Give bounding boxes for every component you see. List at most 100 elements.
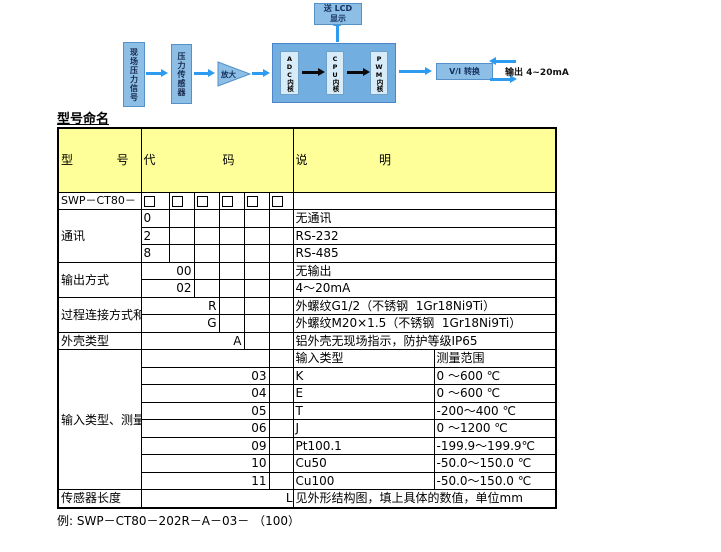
amplifier-label: 放大: [221, 70, 236, 79]
internal-arrow-icon: [347, 68, 370, 76]
empty-cell: [168, 209, 195, 228]
input-code: 05: [140, 401, 270, 421]
empty-cell: [193, 279, 220, 298]
empty-cell: [268, 244, 294, 263]
comm-code: 0: [140, 209, 170, 228]
process-conn-code: R: [140, 296, 220, 316]
flow-arrow-icon: [252, 69, 270, 77]
empty-cell: [218, 296, 245, 316]
process-conn-code: G: [140, 314, 220, 333]
table-row: 过程连接方式和材料 R 外螺纹G1/2（不锈钢 1Gr18Ni9Ti）: [57, 296, 557, 333]
code-slot: [140, 191, 170, 211]
table-row: 输出方式 00 无输出: [57, 261, 557, 298]
empty-cell: [243, 279, 270, 298]
header-model: 型 号: [57, 127, 142, 193]
empty-cell: [140, 349, 270, 368]
input-range-label: 输入类型、测量范围: [57, 349, 142, 491]
vi-converter-box: V/I 转换: [436, 63, 493, 80]
empty-cell: [218, 279, 245, 298]
empty-cell: [268, 401, 294, 421]
internal-arrow-icon: [302, 68, 325, 76]
table-row: 02 4～20mA: [58, 279, 557, 298]
output-mode-code: 02: [140, 279, 195, 298]
table-row: 8 RS-485: [58, 244, 557, 263]
output-arrow-icon: [490, 75, 517, 83]
example-line: 例: SWP－CT80－202R－A－03－ （100）: [57, 514, 300, 528]
checkbox-icon: [221, 195, 233, 207]
code-slot: [168, 191, 195, 211]
table-row: 05 T -200～400 ℃: [58, 401, 557, 421]
checkbox-icon: [143, 195, 155, 207]
lcd-line2: 显示: [330, 14, 346, 23]
flow-arrow-icon: [399, 67, 432, 75]
header-desc-char: 说: [295, 153, 308, 168]
notes-block: 例: SWP－CT80－202R－A－03－ （100） 现场温度显示控制表，带…: [57, 480, 671, 552]
input-range: 0 ～1200 ℃: [433, 419, 557, 438]
output-mode-code: 00: [140, 261, 195, 281]
comm-desc: RS-485: [292, 244, 557, 263]
empty-cell: [268, 226, 294, 246]
table-row: 输入类型、测量范围 输入类型 测量范围: [57, 349, 557, 491]
empty-cell: [193, 209, 220, 228]
empty-cell: [268, 331, 294, 351]
input-type: J: [292, 419, 435, 438]
input-range: -50.0～150.0 ℃: [433, 454, 557, 473]
model-naming-table: 型 号 代 码 说 明 SWP－CT80－: [57, 127, 557, 509]
empty-cell: [268, 419, 294, 438]
comm-label: 通讯: [57, 209, 142, 263]
empty-cell: [218, 244, 245, 263]
code-slot: [268, 191, 294, 211]
empty-cell: [268, 384, 294, 403]
process-conn-desc: 外螺纹M20×1.5（不锈钢 1Gr18Ni9Ti）: [292, 314, 557, 333]
table-row: 外壳类型 A 铝外壳无现场指示，防护等级IP65: [57, 331, 557, 351]
input-type: K: [292, 366, 435, 386]
flow-arrow-icon: [146, 69, 168, 77]
process-conn-desc: 外螺纹G1/2（不锈钢 1Gr18Ni9Ti）: [292, 296, 557, 316]
checkbox-icon: [246, 195, 258, 207]
table-header-row: 型 号 代 码 说 明: [57, 127, 557, 193]
table-row: 11 Cu100 -50.0～150.0 ℃: [58, 471, 557, 491]
empty-cell: [243, 296, 270, 316]
empty-cell: [243, 244, 270, 263]
empty-cell: [268, 209, 294, 228]
header-code-char: 码: [222, 153, 235, 168]
table-row: 传感器长度 L 见外形结构图，填上具体的数值，单位mm: [57, 489, 557, 509]
comm-desc: RS-232: [292, 226, 557, 246]
pwm-core-box: PWM内核: [370, 51, 388, 95]
lcd-display-box: 送 LCD 显示: [314, 3, 362, 25]
empty-cell: [243, 331, 270, 351]
housing-label: 外壳类型: [57, 331, 142, 351]
header-code-char: 代: [143, 153, 156, 168]
input-type: Pt100.1: [292, 436, 435, 456]
table-row: 03 K 0 ～600 ℃: [58, 366, 557, 386]
empty-cell: [268, 454, 294, 473]
checkbox-icon: [171, 195, 183, 207]
empty-cell: [268, 349, 294, 368]
empty-cell: [243, 209, 270, 228]
empty-cell: [268, 296, 294, 316]
header-model-char: 号: [116, 153, 129, 168]
flow-box-field-pressure-signal: 现场压力信号: [123, 42, 145, 107]
empty-cell: [193, 226, 220, 246]
lcd-arrow-icon: [333, 19, 341, 42]
table-row: 04 E 0 ～600 ℃: [58, 384, 557, 403]
input-code: 03: [140, 366, 270, 386]
table-row: 通讯 0 无通讯: [57, 209, 557, 263]
empty-cell: [268, 279, 294, 298]
empty-cell: [218, 209, 245, 228]
output-mode-desc: 无输出: [292, 261, 557, 281]
output-mode-label: 输出方式: [57, 261, 142, 298]
header-desc-char: 明: [378, 153, 391, 168]
checkbox-icon: [271, 195, 283, 207]
code-slot: [243, 191, 270, 211]
housing-desc: 铝外壳无现场指示，防护等级IP65: [292, 331, 557, 351]
process-conn-label: 过程连接方式和材料: [57, 296, 142, 333]
sensor-length-desc: 见外形结构图，填上具体的数值，单位mm: [292, 489, 557, 509]
mcu-block: ADC内核 CPU内核 PWM内核: [272, 43, 396, 103]
input-type: T: [292, 401, 435, 421]
table-row: 09 Pt100.1 -199.9～199.9℃: [58, 436, 557, 456]
header-code: 代 码: [140, 127, 294, 193]
comm-desc: 无通讯: [292, 209, 557, 228]
header-model-char: 型: [61, 153, 74, 168]
output-arrow-icon: [489, 57, 516, 65]
